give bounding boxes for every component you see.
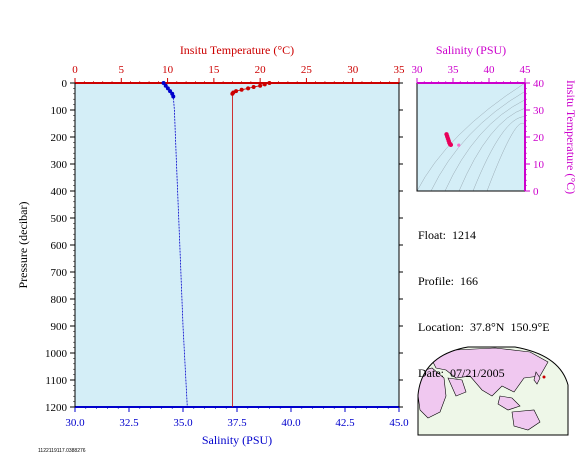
- float-label: Float:: [418, 228, 447, 242]
- ts-temperature-tick-label: 0: [533, 186, 539, 198]
- temperature-tick-label: 30: [347, 64, 359, 76]
- ts-temperature-tick-label: 20: [533, 132, 545, 144]
- map-land-arabia: [447, 377, 467, 397]
- salinity-data-point: [168, 89, 173, 94]
- profile-value: 166: [460, 274, 478, 288]
- map-outline: [417, 346, 569, 436]
- date-row: Date: 07/21/2005: [418, 366, 550, 381]
- profile-ticks: 0 5 10 15 20 25 30 35 30.0 32.5 35.0 37.5 40.0 42.5 45…: [45, 64, 409, 429]
- pressure-tick-label: 1000: [45, 348, 68, 360]
- map-land-europe-asia: [431, 347, 549, 397]
- temperature-tick-label: 35: [394, 64, 406, 76]
- pressure-tick-label: 0: [62, 78, 68, 90]
- salinity-tick-label: 45.0: [389, 417, 409, 429]
- temperature-tick-label: 25: [301, 64, 313, 76]
- pressure-tick-label: 1200: [45, 402, 68, 414]
- ts-salinity-tick-label: 30: [412, 64, 424, 76]
- ts-salinity-tick-label: 45: [520, 64, 532, 76]
- pressure-tick-label: 1100: [45, 375, 67, 387]
- ts-data-point: [457, 143, 461, 147]
- float-location-marker-icon: [542, 375, 546, 379]
- ts-density-contour: [430, 91, 526, 192]
- temperature-tick-label: 20: [255, 64, 267, 76]
- ts-plot-background: [417, 83, 525, 191]
- temperature-data-point: [258, 83, 263, 88]
- pressure-tick-label: 700: [51, 267, 68, 279]
- temperature-data-point: [246, 86, 251, 91]
- pressure-axis-title: Pressure (decibar): [16, 202, 30, 289]
- salinity-data-point: [171, 94, 176, 99]
- ts-salinity-axis-title: Salinity (PSU): [436, 43, 506, 57]
- pressure-tick-label: 300: [51, 159, 68, 171]
- map-land-australia: [511, 409, 541, 431]
- pressure-tick-label: 100: [51, 105, 68, 117]
- temperature-tick-label: 15: [208, 64, 220, 76]
- temperature-data-point: [267, 81, 272, 85]
- profile-plot-background: [75, 83, 399, 407]
- temperature-data-point: [262, 82, 267, 87]
- temperature-tick-label: 0: [72, 64, 78, 76]
- salinity-tick-label: 35.0: [173, 417, 193, 429]
- salinity-tick-label: 30.0: [65, 417, 85, 429]
- profile-series: [161, 81, 272, 408]
- ts-density-contour: [472, 116, 526, 192]
- temperature-data-point: [239, 87, 244, 92]
- salinity-data-point: [165, 86, 170, 91]
- temperature-tick-label: 5: [119, 64, 125, 76]
- pressure-tick-label: 400: [51, 186, 68, 198]
- float-row: Float: 1214: [418, 228, 550, 243]
- float-info: Float: 1214 Profile: 166 Location: 37.8°…: [418, 198, 550, 396]
- salinity-tick-label: 40.0: [281, 417, 301, 429]
- profile-label: Profile:: [418, 274, 454, 288]
- ts-temperature-tick-label: 10: [533, 159, 545, 171]
- salinity-data-point: [163, 83, 168, 88]
- salinity-data-point: [161, 81, 166, 85]
- float-value: 1214: [452, 228, 477, 242]
- ts-density-contour: [416, 82, 526, 192]
- ts-temperature-tick-label: 30: [533, 105, 545, 117]
- date-value: 07/21/2005: [450, 366, 505, 380]
- ts-temperature-tick-label: 40: [533, 78, 545, 90]
- map-land-africa: [418, 367, 447, 419]
- ts-points: [444, 132, 461, 148]
- temperature-axis-title: Insitu Temperature (°C): [180, 43, 294, 57]
- ts-density-contours: [416, 82, 526, 192]
- date-label: Date:: [418, 366, 444, 380]
- location-label: Location:: [418, 320, 464, 334]
- pressure-tick-label: 800: [51, 294, 68, 306]
- profile-row: Profile: 166: [418, 274, 550, 289]
- ts-salinity-tick-label: 35: [448, 64, 460, 76]
- ts-density-contour: [458, 107, 526, 192]
- ts-density-contour: [486, 123, 526, 192]
- pressure-tick-label: 900: [51, 321, 68, 333]
- ts-temperature-axis-title: Insitu Temperature (°C): [564, 80, 578, 194]
- ts-data-point: [448, 142, 454, 148]
- world-map-icon: [417, 346, 569, 436]
- salinity-tick-label: 42.5: [335, 417, 355, 429]
- location-value: 37.8°N 150.9°E: [469, 320, 550, 334]
- map-land-japan: [533, 371, 541, 385]
- pressure-tick-label: 500: [51, 213, 68, 225]
- profile-plot: 0 5 10 15 20 25 30 35 30.0 32.5 35.0 37.5 40.0 42.5 45…: [16, 43, 409, 447]
- pressure-tick-label: 600: [51, 240, 68, 252]
- footer-id: 1122119117.0388276: [38, 448, 86, 454]
- map-land-southeast-asia: [497, 395, 521, 411]
- salinity-tick-label: 32.5: [119, 417, 139, 429]
- ts-density-contour: [444, 99, 526, 192]
- ts-salinity-tick-label: 40: [484, 64, 496, 76]
- location-row: Location: 37.8°N 150.9°E: [418, 320, 550, 335]
- salinity-axis-title: Salinity (PSU): [202, 433, 272, 447]
- temperature-data-point: [251, 85, 256, 90]
- temperature-tick-label: 10: [162, 64, 174, 76]
- pressure-tick-label: 200: [51, 132, 68, 144]
- temperature-data-point: [230, 91, 235, 96]
- salinity-tick-label: 37.5: [227, 417, 247, 429]
